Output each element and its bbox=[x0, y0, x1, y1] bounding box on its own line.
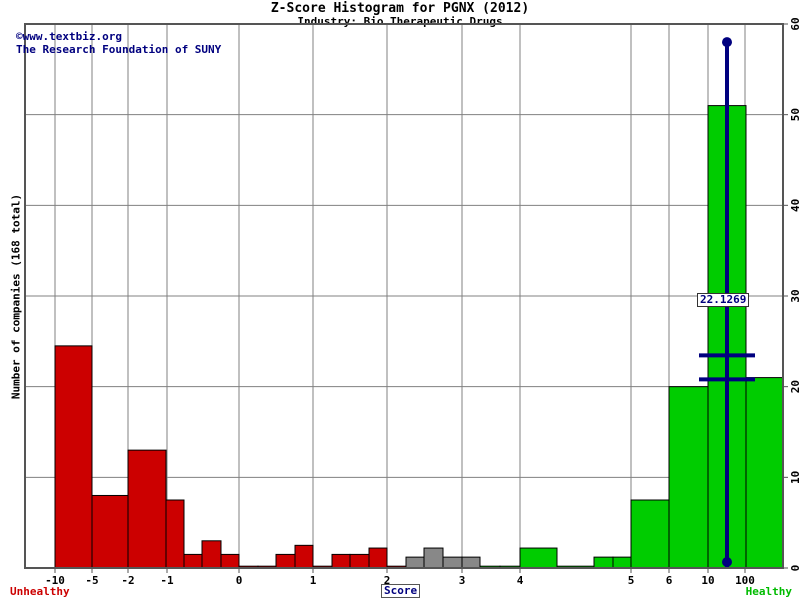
y-tick-label: 20 bbox=[789, 380, 800, 393]
histogram-bar bbox=[519, 547, 558, 569]
y-tick-label: 30 bbox=[789, 289, 800, 302]
x-tick-label: -5 bbox=[85, 574, 98, 587]
x-axis-score-label: Score bbox=[381, 584, 421, 598]
histogram-bar bbox=[745, 377, 784, 569]
bars-group bbox=[54, 105, 784, 569]
x-tick-label: 0 bbox=[236, 574, 243, 587]
y-tick-label: 60 bbox=[789, 17, 800, 30]
histogram-bar bbox=[331, 553, 351, 569]
x-tick-label: 5 bbox=[628, 574, 635, 587]
x-tick-label: 3 bbox=[459, 574, 466, 587]
histogram-bar bbox=[368, 547, 388, 569]
x-tick-label: 4 bbox=[517, 574, 524, 587]
histogram-bar bbox=[461, 556, 481, 569]
histogram-bar bbox=[54, 345, 93, 569]
histogram-bar bbox=[423, 547, 444, 569]
histogram-bar bbox=[442, 556, 463, 569]
x-tick-label: -10 bbox=[45, 574, 65, 587]
x-tick-label: 1 bbox=[310, 574, 317, 587]
histogram-bar bbox=[201, 540, 222, 569]
histogram-bar bbox=[630, 499, 670, 569]
x-axis-unhealthy-label: Unhealthy bbox=[10, 585, 70, 598]
histogram-bar bbox=[275, 553, 296, 569]
histogram-bar bbox=[405, 556, 425, 569]
x-tick-label: 10 bbox=[701, 574, 714, 587]
histogram-bar bbox=[220, 553, 240, 569]
histogram-bar bbox=[165, 499, 185, 569]
y-tick-label: 40 bbox=[789, 199, 800, 212]
y-tick-label: 0 bbox=[789, 565, 800, 572]
x-tick-label: 6 bbox=[666, 574, 673, 587]
histogram-bar bbox=[349, 553, 370, 569]
marker-bottom-dot bbox=[722, 557, 732, 567]
histogram-bar bbox=[593, 556, 614, 569]
x-tick-label: -1 bbox=[160, 574, 174, 587]
x-tick-label: 100 bbox=[735, 574, 755, 587]
x-tick-label: -2 bbox=[121, 574, 134, 587]
x-tick-label: 2 bbox=[384, 574, 391, 587]
histogram-bar bbox=[668, 386, 709, 569]
histogram-bar bbox=[183, 553, 203, 569]
histogram-bar bbox=[612, 556, 632, 569]
attribution-line-2: The Research Foundation of SUNY bbox=[16, 43, 222, 56]
histogram-bar bbox=[294, 544, 314, 569]
marker-value-label: 22.1269 bbox=[697, 293, 750, 307]
y-tick-label: 50 bbox=[789, 108, 800, 121]
y-tick-label: 10 bbox=[789, 471, 800, 484]
histogram-bar bbox=[91, 494, 129, 569]
marker-top-dot bbox=[722, 37, 732, 48]
x-axis-healthy-label: Healthy bbox=[745, 585, 792, 598]
chart-title: Z-Score Histogram for PGNX (2012) bbox=[270, 1, 530, 16]
attribution-line-1: ©www.textbiz.org bbox=[16, 30, 122, 43]
attribution-text: ©www.textbiz.org The Research Foundation… bbox=[16, 30, 221, 56]
histogram-bar bbox=[127, 449, 167, 569]
